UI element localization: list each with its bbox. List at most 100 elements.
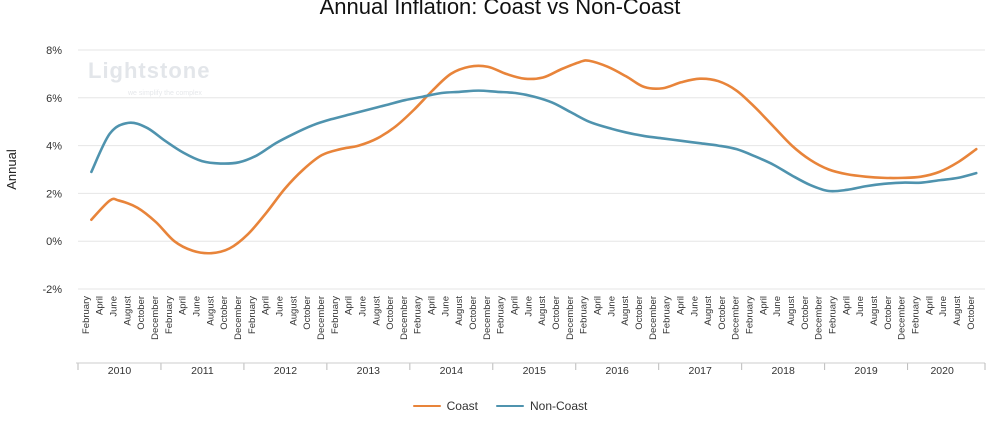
year-label: 2018 — [771, 365, 795, 377]
x-tick-label: August — [454, 296, 465, 326]
x-tick-label: October — [385, 296, 396, 330]
y-tick-label: 6% — [46, 93, 62, 105]
x-tick-label: October — [966, 296, 977, 330]
year-label: 2019 — [854, 365, 878, 377]
legend: Coast Non-Coast — [0, 399, 1000, 413]
legend-item-non-coast[interactable]: Non-Coast — [496, 399, 587, 413]
year-label: 2011 — [191, 365, 214, 377]
x-tick-label: December — [233, 296, 244, 340]
lightstone-watermark-tagline: we simplify the complex — [128, 90, 202, 97]
x-tick-label: August — [288, 296, 299, 326]
x-tick-label: June — [523, 296, 534, 317]
x-tick-label: April — [592, 296, 603, 315]
x-tick-label: October — [302, 296, 313, 330]
x-tick-label: February — [496, 296, 507, 334]
legend-swatch-non-coast — [496, 404, 524, 408]
x-tick-label: April — [95, 296, 106, 315]
x-tick-label: August — [786, 296, 797, 326]
x-tick-label: February — [164, 296, 175, 334]
x-tick-label: June — [357, 296, 368, 317]
series-line-non-coast[interactable] — [90, 89, 978, 193]
year-label: 2014 — [440, 365, 464, 377]
legend-label-non-coast: Non-Coast — [530, 399, 588, 413]
x-tick-label: December — [399, 296, 410, 340]
x-tick-label: October — [717, 296, 728, 330]
y-axis-label: Annual — [4, 149, 19, 190]
x-tick-label: December — [897, 296, 908, 340]
x-tick-label: April — [344, 296, 355, 315]
x-tick-label: October — [136, 296, 147, 330]
legend-item-coast[interactable]: Coast — [412, 399, 478, 413]
x-tick-label: April — [178, 296, 189, 315]
year-label: 2020 — [930, 365, 954, 377]
x-tick-label: December — [150, 296, 161, 340]
year-label: 2012 — [274, 365, 298, 377]
x-tick-label: June — [192, 296, 203, 317]
y-tick-label: 8% — [46, 45, 62, 57]
x-tick-label: June — [689, 296, 700, 317]
y-tick-label: 2% — [46, 188, 62, 200]
legend-label-coast: Coast — [446, 399, 478, 413]
x-tick-label: April — [427, 296, 438, 315]
x-tick-label: April — [675, 296, 686, 315]
x-tick-label: August — [205, 296, 216, 326]
year-label: 2010 — [108, 365, 132, 377]
x-tick-label: February — [745, 296, 756, 334]
chart-title: Annual Inflation: Coast vs Non-Coast — [319, 0, 681, 19]
x-tick-label: October — [468, 296, 479, 330]
x-tick-label: June — [440, 296, 451, 317]
year-label: 2013 — [357, 365, 381, 377]
x-tick-label: February — [81, 296, 92, 334]
x-tick-label: October — [219, 296, 230, 330]
y-tick-label: 4% — [46, 141, 62, 153]
x-tick-label: December — [648, 296, 659, 340]
year-label: 2015 — [523, 365, 547, 377]
x-tick-label: June — [855, 296, 866, 317]
x-tick-label: February — [910, 296, 921, 334]
series-lines — [90, 59, 978, 255]
x-tick-label: February — [579, 296, 590, 334]
legend-swatch-coast — [412, 404, 441, 408]
x-tick-label: August — [620, 296, 631, 326]
x-tick-label: December — [814, 296, 825, 340]
x-tick-label: February — [330, 296, 341, 334]
x-tick-label: June — [274, 296, 285, 317]
x-tick-label: February — [828, 296, 839, 334]
x-tick-label: June — [772, 296, 783, 317]
x-tick-label: June — [938, 296, 949, 317]
x-tick-label: February — [413, 296, 424, 334]
gridlines — [78, 49, 985, 290]
x-tick-label: October — [800, 296, 811, 330]
x-tick-label: August — [869, 296, 880, 326]
x-tick-label: August — [371, 296, 382, 326]
x-tick-label: October — [551, 296, 562, 330]
x-tick-label: February — [247, 296, 258, 334]
x-tick-label: December — [316, 296, 327, 340]
x-tick-label: October — [634, 296, 645, 330]
x-tick-label: December — [565, 296, 576, 340]
y-tick-label: 0% — [46, 236, 62, 248]
x-tick-label: April — [261, 296, 272, 315]
year-label: 2016 — [606, 365, 630, 377]
x-tick-label: October — [883, 296, 894, 330]
x-tick-label: August — [952, 296, 963, 326]
year-label: 2017 — [689, 365, 713, 377]
lightstone-watermark: Lightstone — [88, 58, 211, 83]
line-chart: -2%0%2%4%6%8%Annual February April June Aug… — [4, 45, 986, 377]
x-tick-label: December — [731, 296, 742, 340]
x-tick-label: February — [662, 296, 673, 334]
x-tick-label: August — [537, 296, 548, 326]
x-axis: February April June August October December20… — [76, 296, 986, 377]
y-tick-label: -2% — [42, 284, 62, 296]
x-tick-label: April — [924, 296, 935, 315]
y-axis: -2% 0% 2% 4% 6% 8% Annual — [4, 45, 62, 296]
x-tick-label: December — [482, 296, 493, 340]
x-tick-label: April — [510, 296, 521, 315]
x-tick-label: June — [109, 296, 120, 317]
x-tick-label: June — [606, 296, 617, 317]
x-tick-label: April — [758, 296, 769, 315]
x-tick-label: August — [122, 296, 133, 326]
x-tick-label: August — [703, 296, 714, 326]
x-tick-label: April — [841, 296, 852, 315]
series-line-coast[interactable] — [90, 59, 978, 255]
